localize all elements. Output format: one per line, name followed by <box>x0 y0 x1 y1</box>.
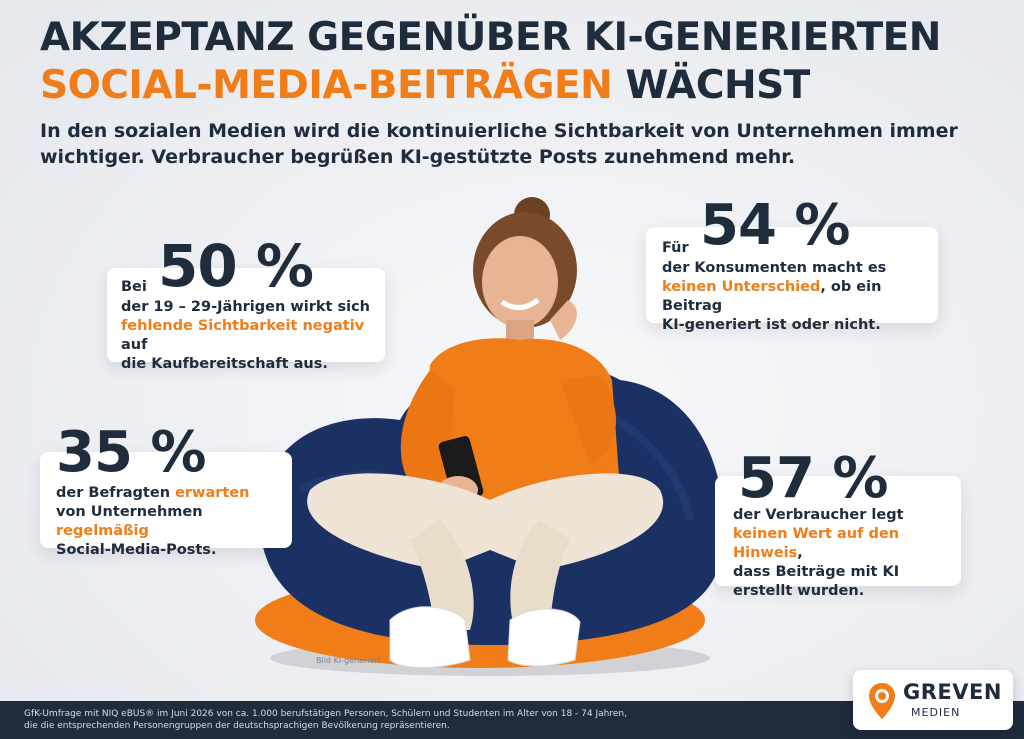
sneaker-right <box>507 608 581 667</box>
stat-54-text-2: , ob ein Beitrag <box>662 279 882 314</box>
footer-line-2: die die entsprechenden Personengruppen d… <box>24 721 450 731</box>
stat-54-highlight: keinen Unterschied <box>662 279 821 295</box>
stat-50-text-3: die Kaufbereitschaft aus. <box>121 356 328 372</box>
stat-57-text-4: erstellt wurden. <box>733 583 865 599</box>
stat-35-value: 35 % <box>56 420 207 485</box>
face <box>482 236 558 328</box>
image-credit: Bild KI-generiert <box>316 656 381 665</box>
person-on-beanbag-illustration <box>255 197 724 676</box>
stat-57-text-1: der Verbraucher legt <box>733 507 904 523</box>
stat-57-value: 57 % <box>738 446 889 511</box>
logo-wordmark: GREVEN <box>903 680 1002 704</box>
stat-50-highlight: fehlende Sichtbarkeit negativ <box>121 318 365 334</box>
stat-35-highlight-2: regelmäßig <box>56 523 149 539</box>
stat-57-text-2: , <box>797 545 803 561</box>
stat-50-value: 50 % <box>158 232 314 300</box>
stat-35-text-2: von Unternehmen <box>56 504 203 520</box>
stat-54-text-3: KI-generiert ist oder nicht. <box>662 317 881 333</box>
stat-35-text-3: Social-Media-Posts. <box>56 542 217 558</box>
title-line-1: AKZEPTANZ GEGENÜBER KI-GENERIERTEN <box>40 15 941 60</box>
logo-subline: MEDIEN <box>911 706 961 719</box>
stat-card-54: Für der Konsumenten macht es keinen Unte… <box>646 227 938 333</box>
stat-35-text-1: der Befragten <box>56 485 176 501</box>
greven-medien-logo: GREVEN MEDIEN <box>853 670 1013 730</box>
stat-50-text-2: auf <box>121 337 148 353</box>
stat-50-text-1: der 19 – 29-Jährigen wirkt sich <box>121 299 370 315</box>
stat-57-highlight: keinen Wert auf den Hinweis <box>733 526 900 561</box>
page-title: AKZEPTANZ GEGENÜBER KI-GENERIERTEN SOCIA… <box>40 14 1000 110</box>
stat-50-prefix: Bei <box>121 279 147 295</box>
stat-35-highlight-1: erwarten <box>175 485 250 501</box>
title-line-2: SOCIAL-MEDIA-BEITRÄGEN WÄCHST <box>40 62 1000 110</box>
title-highlight: SOCIAL-MEDIA-BEITRÄGEN <box>40 63 613 108</box>
cream-pants <box>307 473 664 570</box>
stat-54-prefix: Für <box>662 240 689 256</box>
stat-card-35: der Befragten erwarten von Unternehmen r… <box>40 452 292 558</box>
footer-line-1: GfK-Umfrage mit NIQ eBUS® im Juni 2026 v… <box>24 709 627 719</box>
title-rest: WÄCHST <box>612 63 810 108</box>
stat-54-value: 54 % <box>700 193 851 258</box>
sneaker-left <box>389 606 471 668</box>
stat-54-text-1: der Konsumenten macht es <box>662 260 887 276</box>
location-pin-icon <box>869 683 895 719</box>
stat-card-50: Bei der 19 – 29-Jährigen wirkt sich fehl… <box>107 268 385 372</box>
stat-57-text-3: dass Beiträge mit KI <box>733 564 900 580</box>
stat-card-57: der Verbraucher legt keinen Wert auf den… <box>715 476 961 599</box>
subtitle: In den sozialen Medien wird die kontinui… <box>40 120 958 168</box>
